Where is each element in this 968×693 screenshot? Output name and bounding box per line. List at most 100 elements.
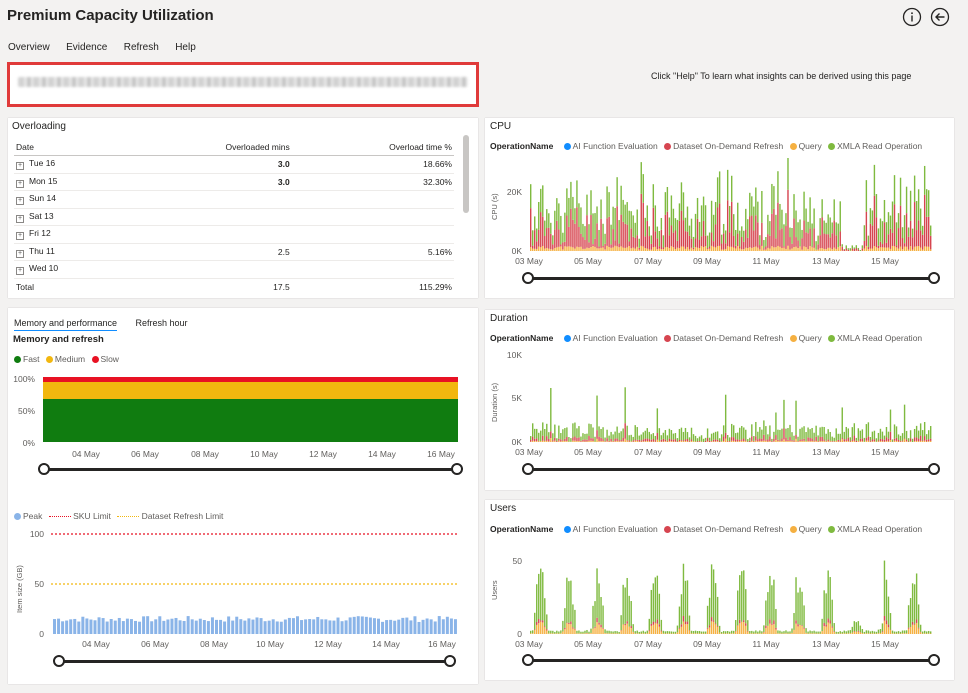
- refresh-bar: [544, 440, 546, 441]
- refresh-bar: [560, 439, 562, 442]
- xmla-bar: [574, 422, 576, 437]
- users-slider-end-handle[interactable]: [928, 654, 940, 666]
- xmla-bar: [837, 223, 839, 248]
- xmla-bar: [919, 208, 922, 231]
- itemsize-date-slider-track[interactable]: [60, 660, 451, 663]
- menu-overview[interactable]: Overview: [8, 42, 50, 53]
- xmla-bar: [624, 587, 626, 624]
- query-bar: [927, 633, 930, 634]
- capacity-selector-redacted[interactable]: [7, 62, 479, 107]
- refresh-bar: [819, 235, 821, 249]
- refresh-bar: [917, 220, 920, 247]
- cpu-slider-end-handle[interactable]: [928, 272, 940, 284]
- refresh-bar: [769, 619, 771, 624]
- refresh-bar: [781, 228, 783, 249]
- expand-icon[interactable]: +: [16, 214, 24, 223]
- memory-slider-start-handle[interactable]: [38, 463, 50, 475]
- xmla-bar: [656, 575, 659, 620]
- menu-help[interactable]: Help: [175, 42, 196, 53]
- query-bar: [869, 633, 872, 634]
- refresh-bar: [632, 236, 634, 248]
- refresh-bar: [546, 228, 548, 248]
- query-bar: [592, 246, 594, 251]
- table-row[interactable]: + Fri 12: [14, 225, 454, 244]
- refresh-bar: [839, 440, 841, 442]
- refresh-bar: [602, 439, 604, 441]
- table-row[interactable]: + Tue 16 3.0 18.66%: [14, 155, 454, 174]
- query-bar: [700, 246, 703, 251]
- users-date-slider-track[interactable]: [529, 659, 934, 662]
- query-bar: [763, 249, 765, 251]
- itemsize-slider-start-handle[interactable]: [53, 655, 65, 667]
- col-overloaded-mins[interactable]: Overloaded mins: [126, 138, 292, 156]
- table-row[interactable]: + Mon 15 3.0 32.30%: [14, 173, 454, 191]
- cpu-slider-start-handle[interactable]: [522, 272, 534, 284]
- refresh-bar: [813, 228, 815, 248]
- xmla-bar: [923, 165, 926, 195]
- query-bar: [620, 630, 622, 634]
- cpu-date-slider-track[interactable]: [529, 277, 934, 280]
- xmla-bar: [698, 436, 701, 442]
- refresh-bar: [889, 228, 892, 249]
- menu-evidence[interactable]: Evidence: [66, 42, 108, 53]
- expand-icon[interactable]: +: [16, 232, 24, 241]
- expand-icon[interactable]: +: [16, 179, 24, 188]
- query-bar: [558, 440, 560, 442]
- xmla-bar: [905, 430, 908, 440]
- tab-refresh-hour[interactable]: Refresh hour: [135, 318, 188, 328]
- duration-slider-end-handle[interactable]: [928, 463, 940, 475]
- tab-memory-performance[interactable]: Memory and performance: [14, 318, 118, 331]
- refresh-bar: [630, 626, 632, 628]
- query-bar: [576, 441, 578, 442]
- info-icon[interactable]: [902, 7, 922, 27]
- xmla-bar: [735, 229, 737, 246]
- query-bar: [749, 633, 751, 634]
- refresh-bar: [761, 222, 763, 246]
- table-row[interactable]: + Wed 10: [14, 260, 454, 279]
- table-row[interactable]: + Sat 13: [14, 208, 454, 226]
- duration-date-slider-track[interactable]: [529, 468, 934, 471]
- refresh-bar: [658, 624, 661, 627]
- xmla-bar: [807, 631, 809, 634]
- refresh-bar: [548, 227, 550, 249]
- expand-icon[interactable]: +: [16, 249, 24, 258]
- refresh-bar: [819, 436, 821, 442]
- xmla-bar: [903, 630, 906, 634]
- col-date[interactable]: Date: [14, 138, 126, 156]
- expand-icon[interactable]: +: [16, 267, 24, 276]
- peak-bar: [206, 621, 210, 634]
- refresh-bar: [614, 438, 616, 442]
- table-scrollbar[interactable]: [463, 135, 469, 213]
- duration-slider-start-handle[interactable]: [522, 463, 534, 475]
- xmla-bar: [688, 225, 691, 236]
- col-overload-time[interactable]: Overload time %: [291, 138, 454, 156]
- back-arrow-icon[interactable]: [930, 7, 950, 27]
- xmla-bar: [686, 432, 689, 439]
- query-bar: [755, 440, 757, 442]
- expand-icon[interactable]: +: [16, 162, 24, 171]
- expand-icon[interactable]: +: [16, 197, 24, 206]
- table-row[interactable]: + Thu 11 2.5 5.16%: [14, 243, 454, 261]
- itemsize-slider-end-handle[interactable]: [444, 655, 456, 667]
- menu-refresh[interactable]: Refresh: [123, 42, 159, 53]
- query-bar: [624, 625, 626, 634]
- xmla-bar: [749, 437, 751, 441]
- memory-slider-end-handle[interactable]: [451, 463, 463, 475]
- memory-date-slider-track[interactable]: [45, 468, 457, 471]
- refresh-bar: [767, 234, 769, 248]
- users-slider-start-handle[interactable]: [522, 654, 534, 666]
- table-row[interactable]: + Sun 14: [14, 190, 454, 209]
- refresh-bar: [668, 235, 671, 249]
- query-bar: [759, 440, 761, 442]
- refresh-bar: [803, 220, 805, 247]
- xmla-bar: [644, 631, 646, 634]
- x-tick: 16 May: [428, 639, 457, 649]
- refresh-bar: [720, 243, 723, 250]
- itemsize-chart: Item size (GB) 100 50 0 04 May 06 May 08…: [15, 529, 458, 649]
- peak-bars: [53, 616, 457, 634]
- query-bar: [720, 249, 723, 251]
- query-bar: [821, 631, 823, 634]
- query-bar: [676, 632, 679, 634]
- refresh-bar: [773, 620, 775, 625]
- refresh-bar: [596, 223, 598, 249]
